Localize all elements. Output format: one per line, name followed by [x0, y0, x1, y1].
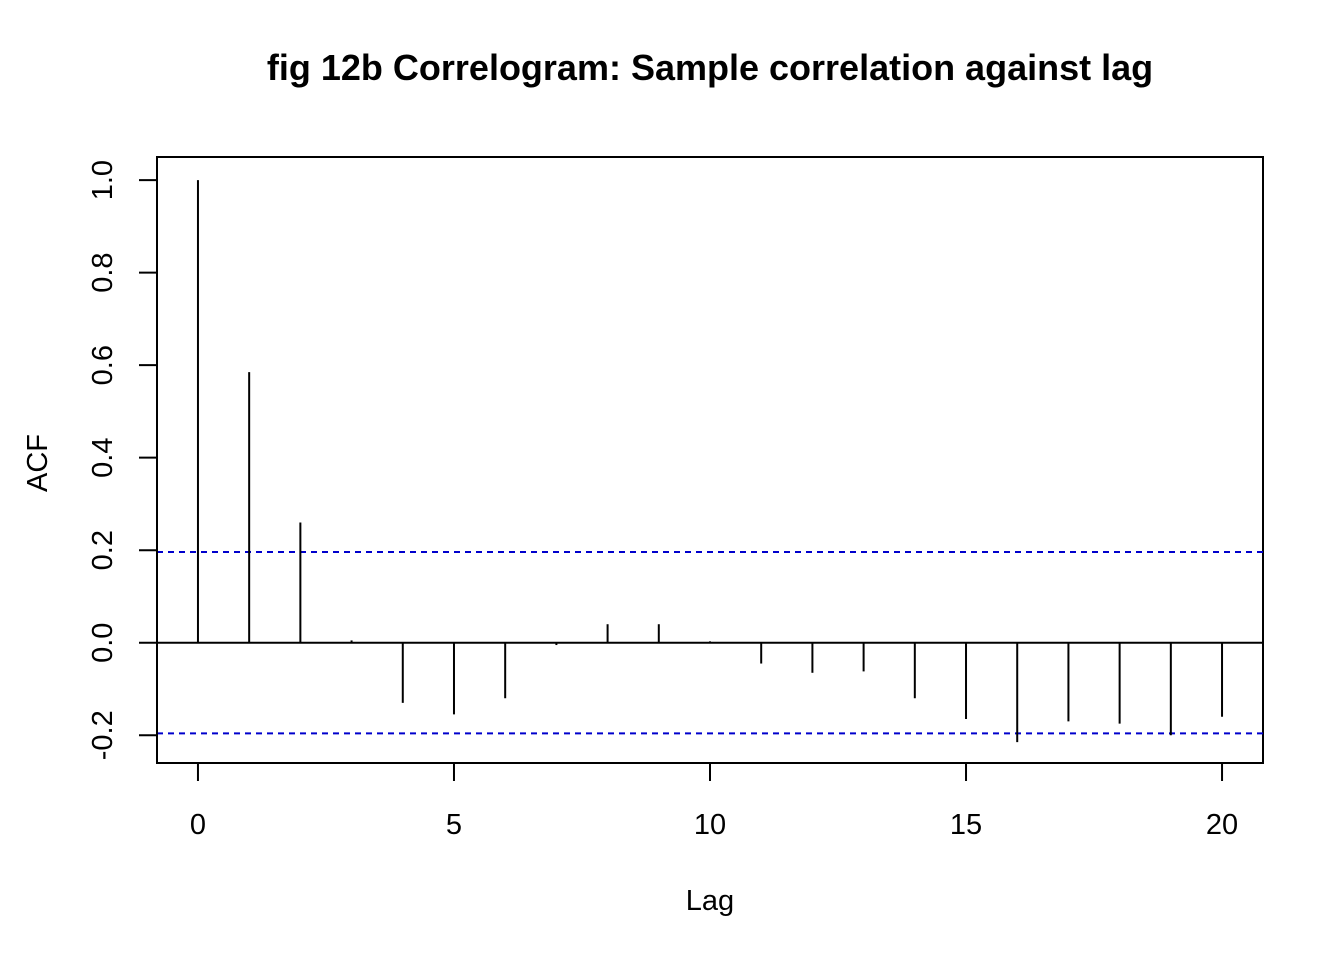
chart-title: fig 12b Correlogram: Sample correlation …: [267, 47, 1153, 88]
y-tick-label: 0.0: [87, 623, 119, 663]
y-axis: -0.2 0.0 0.2 0.4 0.6 0.8 1.0: [87, 160, 158, 760]
y-tick-label: 0.2: [87, 530, 119, 570]
y-tick-label: 0.8: [87, 252, 119, 292]
y-tick-label: 0.4: [87, 438, 119, 478]
x-tick-label: 10: [694, 809, 726, 841]
x-axis-label: Lag: [686, 885, 734, 917]
x-tick-label: 5: [446, 809, 462, 841]
y-tick-label: -0.2: [87, 710, 119, 760]
x-axis: 0 5 10 15 20: [190, 762, 1238, 841]
x-tick-label: 20: [1206, 809, 1238, 841]
confidence-bands: [157, 551, 1263, 735]
x-tick-label: 15: [950, 809, 982, 841]
y-tick-label: 0.6: [87, 345, 119, 385]
x-tick-label: 0: [190, 809, 206, 841]
acf-bars: [196, 180, 1224, 743]
y-axis-label: ACF: [22, 434, 54, 492]
y-tick-label: 1.0: [87, 160, 119, 200]
plot-frame: [156, 156, 1264, 764]
